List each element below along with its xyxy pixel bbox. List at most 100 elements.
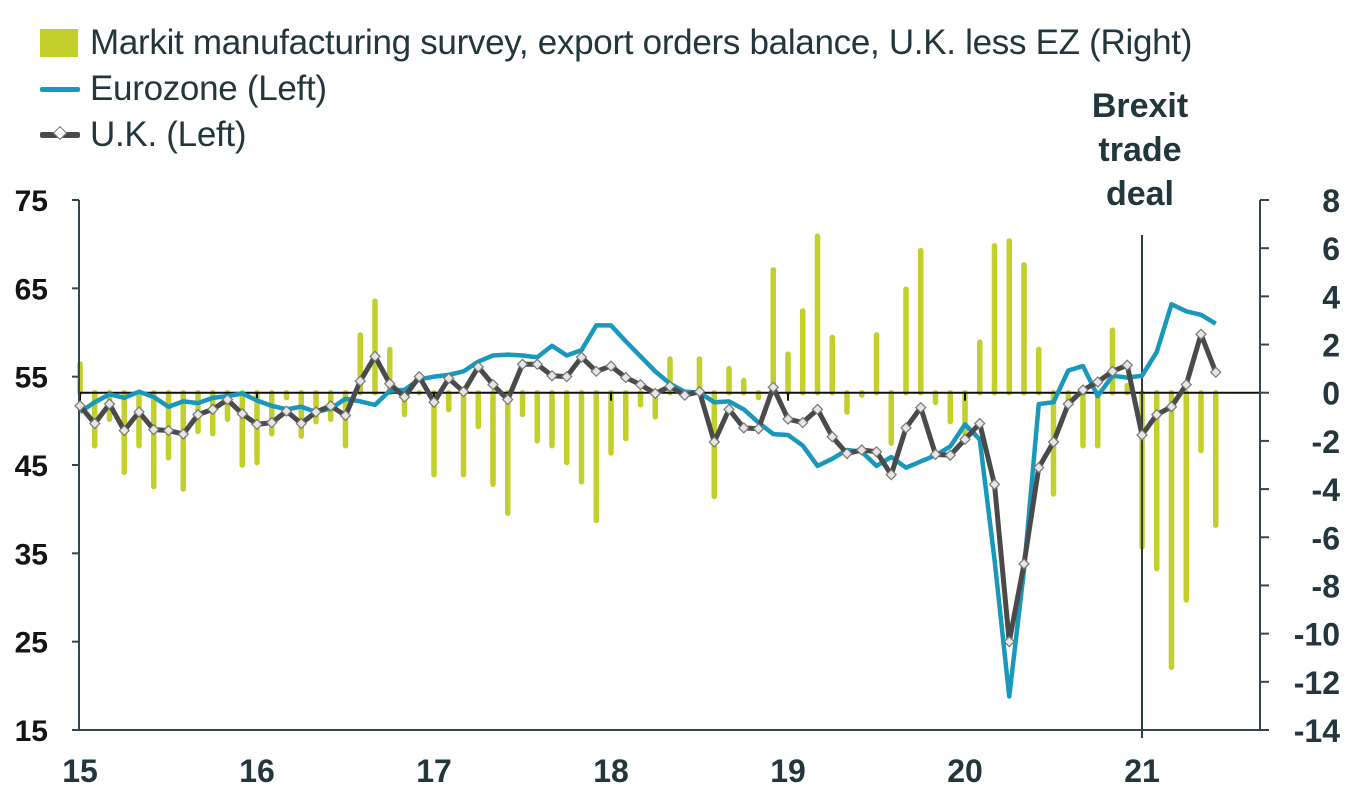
uk-marker: [177, 428, 190, 440]
uk-marker: [959, 433, 971, 446]
uk-marker: [944, 449, 957, 462]
uk-marker: [1106, 365, 1119, 378]
uk-marker: [826, 430, 839, 443]
uk-marker: [841, 447, 853, 460]
uk-marker: [354, 375, 367, 387]
chart-legend: Markit manufacturing survey, export orde…: [40, 20, 1192, 158]
uk-marker: [118, 424, 131, 437]
uk-marker: [531, 358, 544, 371]
uk-marker: [265, 416, 278, 429]
annotation-line: Brexit: [1091, 87, 1189, 125]
uk-marker: [1121, 359, 1134, 371]
uk-marker: [206, 403, 219, 416]
uk-marker: [605, 360, 617, 372]
brexit-annotation: Brexit trade deal: [1080, 84, 1200, 216]
right-tick-label: -8: [1312, 568, 1340, 604]
right-tick-label: 4: [1322, 279, 1340, 315]
uk-marker: [236, 407, 249, 420]
uk-marker: [1136, 429, 1148, 441]
legend-label: Markit manufacturing survey, export orde…: [90, 23, 1193, 62]
left-tick-label: 35: [15, 538, 48, 571]
uk-marker: [1032, 461, 1045, 474]
uk-marker: [1003, 635, 1016, 648]
x-tick-label: 16: [239, 753, 275, 789]
uk-marker: [133, 406, 145, 418]
legend-item-eurozone: Eurozone (Left): [40, 66, 1192, 112]
uk-markers: [74, 328, 1222, 648]
uk-marker: [767, 381, 780, 394]
uk-marker: [988, 478, 1001, 491]
uk-marker: [1209, 366, 1222, 379]
uk-marker: [1150, 408, 1163, 421]
right-tick-label: 6: [1322, 231, 1340, 267]
uk-marker: [487, 378, 499, 391]
right-tick-label: 8: [1322, 183, 1340, 219]
uk-marker: [649, 387, 662, 400]
uk-marker: [442, 372, 455, 385]
uk-line: [78, 331, 1219, 645]
right-tick-label: -14: [1294, 713, 1340, 749]
x-tick-label: 19: [770, 753, 806, 789]
uk-marker: [973, 417, 986, 430]
x-tick-label: 21: [1124, 753, 1160, 789]
legend-item-export-balance: Markit manufacturing survey, export orde…: [40, 20, 1192, 66]
uk-marker: [162, 424, 175, 437]
uk-marker: [147, 423, 160, 436]
uk-marker: [295, 417, 308, 430]
uk-marker: [885, 468, 898, 481]
right-tick-label: 2: [1322, 328, 1340, 364]
legend-swatch-line: [40, 86, 80, 92]
uk-marker: [103, 398, 116, 410]
legend-label: U.K. (Left): [90, 115, 247, 154]
uk-marker: [664, 380, 676, 393]
uk-marker: [546, 369, 558, 382]
right-tick-label: -4: [1312, 472, 1341, 508]
left-tick-label: 65: [15, 273, 48, 306]
uk-marker: [855, 444, 868, 456]
uk-marker: [1091, 376, 1104, 388]
uk-marker: [870, 445, 883, 458]
uk-marker: [280, 405, 293, 417]
uk-marker: [1018, 558, 1030, 570]
uk-marker: [914, 401, 927, 414]
annotation-line: deal: [1105, 175, 1175, 213]
legend-item-uk: U.K. (Left): [40, 112, 1192, 158]
uk-marker: [428, 396, 440, 409]
left-tick-label: 15: [15, 715, 48, 748]
uk-marker: [811, 403, 824, 416]
uk-marker: [310, 406, 322, 418]
uk-marker: [929, 448, 942, 461]
uk-marker: [900, 422, 912, 434]
uk-marker: [693, 385, 706, 398]
legend-label: Eurozone (Left): [90, 69, 327, 108]
left-tick-label: 55: [15, 362, 48, 395]
legend-swatch-line-marker: [40, 132, 80, 138]
uk-marker: [1047, 436, 1060, 448]
uk-marker: [590, 365, 603, 378]
uk-marker: [398, 391, 411, 403]
uk-marker: [708, 436, 721, 448]
uk-marker: [796, 416, 809, 429]
uk-marker: [619, 371, 632, 384]
uk-marker: [782, 413, 794, 425]
uk-marker: [1062, 398, 1075, 410]
uk-marker: [383, 377, 396, 390]
x-tick-label: 15: [62, 753, 98, 789]
uk-marker: [369, 350, 381, 363]
right-tick-label: 0: [1322, 376, 1340, 412]
uk-marker: [575, 351, 588, 364]
uk-marker: [1077, 384, 1089, 396]
uk-marker: [413, 370, 426, 383]
uk-marker: [678, 389, 691, 402]
x-tick-label: 18: [593, 753, 629, 789]
uk-marker: [737, 422, 750, 434]
annotation-line: trade: [1098, 131, 1182, 169]
x-tick-label: 20: [947, 753, 983, 789]
uk-marker: [472, 361, 485, 373]
right-tick-label: -12: [1294, 665, 1340, 701]
right-tick-label: -2: [1312, 424, 1340, 460]
uk-marker: [723, 403, 735, 416]
uk-marker: [752, 422, 765, 435]
uk-marker: [221, 393, 234, 406]
